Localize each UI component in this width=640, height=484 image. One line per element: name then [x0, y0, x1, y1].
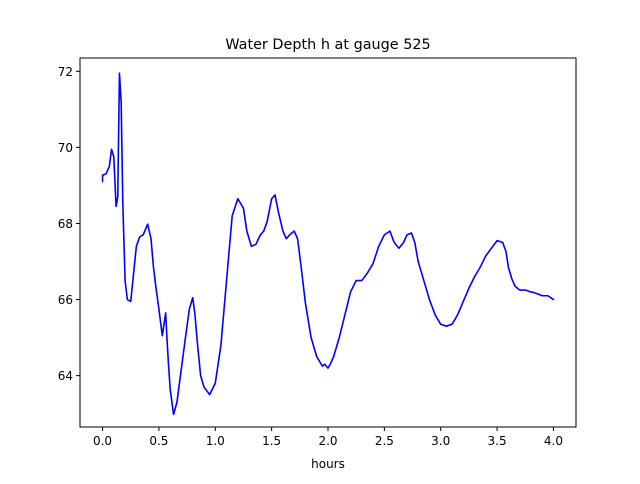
y-tick-label: 66 [58, 293, 73, 307]
y-tick-label: 72 [58, 65, 73, 79]
x-tick-label: 0.5 [149, 434, 168, 448]
series-line-0 [101, 72, 555, 416]
y-axis: 64 66 68 70 72 [58, 65, 80, 383]
x-tick-label: 1.5 [262, 434, 281, 448]
x-axis-label: hours [311, 457, 345, 471]
x-axis: 0.0 0.5 1.0 1.5 2.0 2.5 3.0 3.5 4.0 [93, 427, 563, 448]
chart-title: Water Depth h at gauge 525 [225, 37, 430, 53]
series-layer [101, 72, 555, 416]
x-tick-label: 2.5 [375, 434, 394, 448]
x-tick-label: 3.0 [431, 434, 450, 448]
x-tick-label: 3.5 [488, 434, 507, 448]
x-tick-label: 4.0 [544, 434, 563, 448]
y-tick-label: 68 [58, 217, 73, 231]
x-tick-label: 2.0 [318, 434, 337, 448]
x-tick-label: 1.0 [206, 434, 225, 448]
plot-area [80, 58, 576, 427]
y-tick-label: 70 [58, 141, 73, 155]
x-tick-label: 0.0 [93, 434, 112, 448]
y-tick-label: 64 [58, 369, 73, 383]
